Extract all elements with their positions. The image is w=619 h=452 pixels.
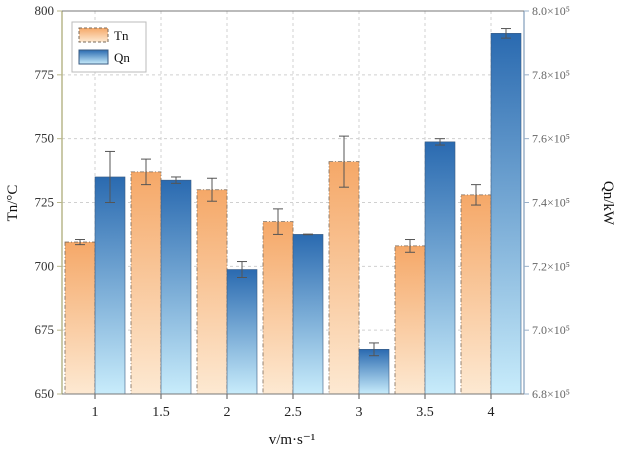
bar-tn bbox=[460, 194, 492, 395]
x-tick-label: 4 bbox=[488, 405, 495, 420]
x-tick-label: 3.5 bbox=[416, 405, 434, 420]
y-tick-label-right: 8.0×10⁵ bbox=[532, 4, 570, 18]
bars bbox=[64, 33, 522, 395]
bar-tn bbox=[262, 221, 294, 395]
y-tick-label-right: 7.4×10⁵ bbox=[532, 196, 570, 210]
legend-label-qn: Qn bbox=[114, 50, 130, 65]
y-tick-label-right: 6.8×10⁵ bbox=[532, 387, 570, 401]
y-tick-label-left: 650 bbox=[35, 386, 55, 401]
y-tick-label-left: 775 bbox=[35, 67, 55, 82]
bar-tn bbox=[328, 161, 360, 395]
bar-qn bbox=[292, 234, 324, 395]
y-tick-label-right: 7.8×10⁵ bbox=[532, 68, 570, 82]
bar-tn bbox=[130, 171, 162, 395]
legend: Tn Qn bbox=[71, 21, 147, 73]
bar-tn bbox=[64, 241, 96, 395]
y-axis-title-right: Qn/kW bbox=[600, 181, 616, 226]
bar-qn bbox=[226, 269, 258, 395]
y-tick-label-left: 725 bbox=[35, 195, 55, 210]
bar-qn bbox=[424, 141, 456, 395]
x-axis-title: v/m·s⁻¹ bbox=[269, 432, 316, 448]
y-axis-title-left: Tn/°C bbox=[5, 185, 21, 222]
y-tick-label-left: 675 bbox=[35, 322, 55, 337]
y-tick-label-left: 700 bbox=[35, 258, 55, 273]
bar-tn bbox=[394, 245, 426, 395]
x-tick-label: 1.5 bbox=[152, 405, 170, 420]
bar-qn bbox=[94, 176, 126, 395]
axes bbox=[57, 10, 529, 399]
x-tick-label: 1 bbox=[92, 405, 99, 420]
y-tick-label-right: 7.6×10⁵ bbox=[532, 132, 570, 146]
y-tick-label-right: 7.0×10⁵ bbox=[532, 323, 570, 337]
error-bars bbox=[75, 28, 511, 357]
y-tick-label-left: 800 bbox=[35, 3, 55, 18]
y-tick-label-right: 7.2×10⁵ bbox=[532, 259, 570, 273]
tick-labels: 1 1.5 2 2.5 3 3.5 4 650 675 700 725 750 775 800 6.8×10… bbox=[35, 3, 570, 420]
x-tick-label: 3 bbox=[356, 405, 363, 420]
bar-qn bbox=[160, 179, 192, 395]
bar-tn bbox=[196, 189, 228, 395]
legend-label-tn: Tn bbox=[114, 28, 129, 43]
x-tick-label: 2 bbox=[224, 405, 231, 420]
x-tick-label: 2.5 bbox=[284, 405, 302, 420]
y-tick-label-left: 750 bbox=[35, 131, 55, 146]
legend-swatch-qn bbox=[78, 49, 109, 65]
bar-qn bbox=[490, 33, 522, 395]
legend-swatch-tn bbox=[78, 27, 109, 43]
